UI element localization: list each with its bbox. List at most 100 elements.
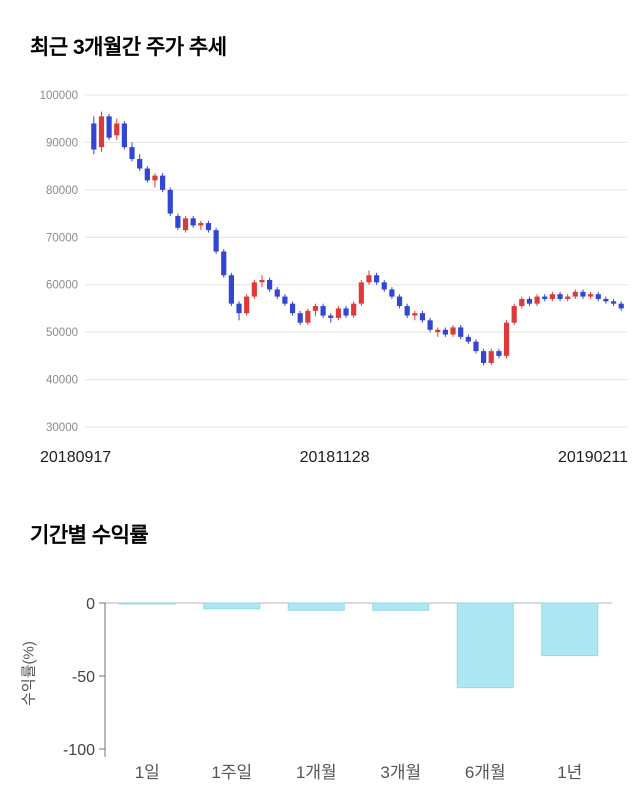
candle-body [389, 289, 395, 297]
x-axis-category-label: 6개월 [465, 763, 506, 782]
candle-body [137, 159, 143, 169]
candle-body [213, 230, 219, 252]
candle-body [91, 123, 97, 150]
candle-body [442, 329, 448, 335]
candle-body [259, 279, 265, 283]
y-axis-tick-label: -50 [72, 669, 95, 686]
candle-body [534, 296, 540, 304]
x-axis-label-start: 20180917 [40, 449, 112, 466]
candle-body [182, 218, 189, 231]
candle-body [565, 296, 571, 299]
candle-body [335, 308, 341, 318]
x-axis-label-end: 20190211 [558, 449, 628, 466]
candle-body [343, 308, 349, 316]
candle-body [603, 298, 609, 302]
return-bar [541, 602, 599, 657]
candle-body [198, 223, 204, 226]
candle-body [205, 223, 212, 231]
candle-body [289, 303, 296, 314]
candle-body [305, 310, 311, 323]
candle-body [121, 123, 127, 148]
candle-body [144, 168, 150, 181]
candle-body [160, 175, 166, 190]
price-chart-x-axis: 20180917 20181128 20190211 [40, 449, 628, 467]
y-axis-tick-label: 0 [86, 596, 95, 613]
candle-body [519, 298, 525, 307]
x-axis-category-label: 1개월 [296, 763, 337, 782]
candle-body [351, 303, 357, 316]
candle-body [236, 303, 242, 314]
candle-body [396, 296, 403, 307]
candle-body [312, 306, 319, 311]
candle-body [98, 116, 105, 148]
y-axis-tick-label: 40000 [46, 375, 78, 387]
candle-body [152, 175, 158, 181]
candle-body [481, 351, 487, 363]
return-bar [118, 602, 176, 605]
candle-body [496, 351, 502, 356]
candle-body [427, 320, 433, 330]
candle-body [503, 322, 510, 356]
candle-body [526, 298, 533, 304]
y-axis-tick-label: 60000 [46, 280, 78, 292]
y-axis-tick-label: 90000 [46, 137, 78, 149]
candle-body [610, 301, 617, 304]
price-chart-title: 최근 3개월간 주가 추세 [30, 36, 227, 59]
candle-body [358, 282, 364, 304]
return-bar [203, 602, 261, 610]
candle-body [366, 275, 372, 283]
candle-body [129, 147, 135, 160]
candle-body [572, 291, 578, 297]
candle-body [458, 327, 464, 337]
candle-body [114, 123, 120, 136]
x-axis-category-label: 1년 [557, 763, 582, 782]
candle-body [106, 116, 112, 138]
candle-body [244, 296, 250, 314]
y-axis-tick-label: 70000 [46, 232, 78, 244]
candle-body [374, 275, 380, 283]
returns-chart-title: 기간별 수익률 [30, 524, 149, 547]
return-bar [287, 602, 345, 611]
candle-body [488, 351, 494, 363]
candle-body [297, 313, 303, 323]
y-axis-tick-label: 30000 [46, 422, 78, 434]
y-axis-tick-label: 80000 [46, 185, 78, 197]
x-axis-category-label: 1일 [135, 763, 160, 782]
candle-body [465, 336, 471, 342]
candle-body [190, 218, 196, 226]
candle-body [412, 313, 418, 316]
candle-body [580, 291, 586, 297]
x-axis-label-mid: 20181128 [299, 449, 370, 466]
y-axis-tick-label: 50000 [46, 327, 78, 339]
candle-body [221, 251, 227, 276]
candle-body [282, 296, 288, 304]
x-axis-category-label: 1주일 [211, 763, 252, 782]
candle-body [588, 294, 594, 297]
candle-body [618, 303, 624, 309]
candle-body [557, 294, 563, 299]
candle-body [175, 215, 181, 228]
candle-body [419, 313, 426, 321]
y-axis-tick-label: -100 [63, 742, 95, 759]
returns-bar-chart: 0 -50 -100 1일 1주일 1개월 3개월 6개월 1년 [63, 596, 612, 782]
candle-body [274, 289, 280, 297]
candle-body [381, 282, 387, 290]
return-bar [372, 602, 430, 611]
x-axis-category-label: 3개월 [380, 763, 421, 782]
candle-body [167, 189, 173, 214]
return-bar [456, 602, 514, 689]
candle-body [473, 341, 479, 352]
candle-body [549, 294, 555, 299]
candle-body [595, 294, 601, 299]
candle-body [435, 329, 441, 333]
price-candlestick-chart: 100000 90000 80000 70000 60000 50000 40000 3000… [40, 90, 628, 434]
candle-body [542, 296, 548, 299]
candle-body [251, 282, 257, 297]
candle-body [511, 306, 517, 323]
y-axis-tick-label: 100000 [40, 90, 78, 102]
candle-body [404, 306, 410, 316]
candle-body [267, 279, 273, 290]
candle-body [320, 306, 326, 316]
candle-body [328, 315, 334, 318]
